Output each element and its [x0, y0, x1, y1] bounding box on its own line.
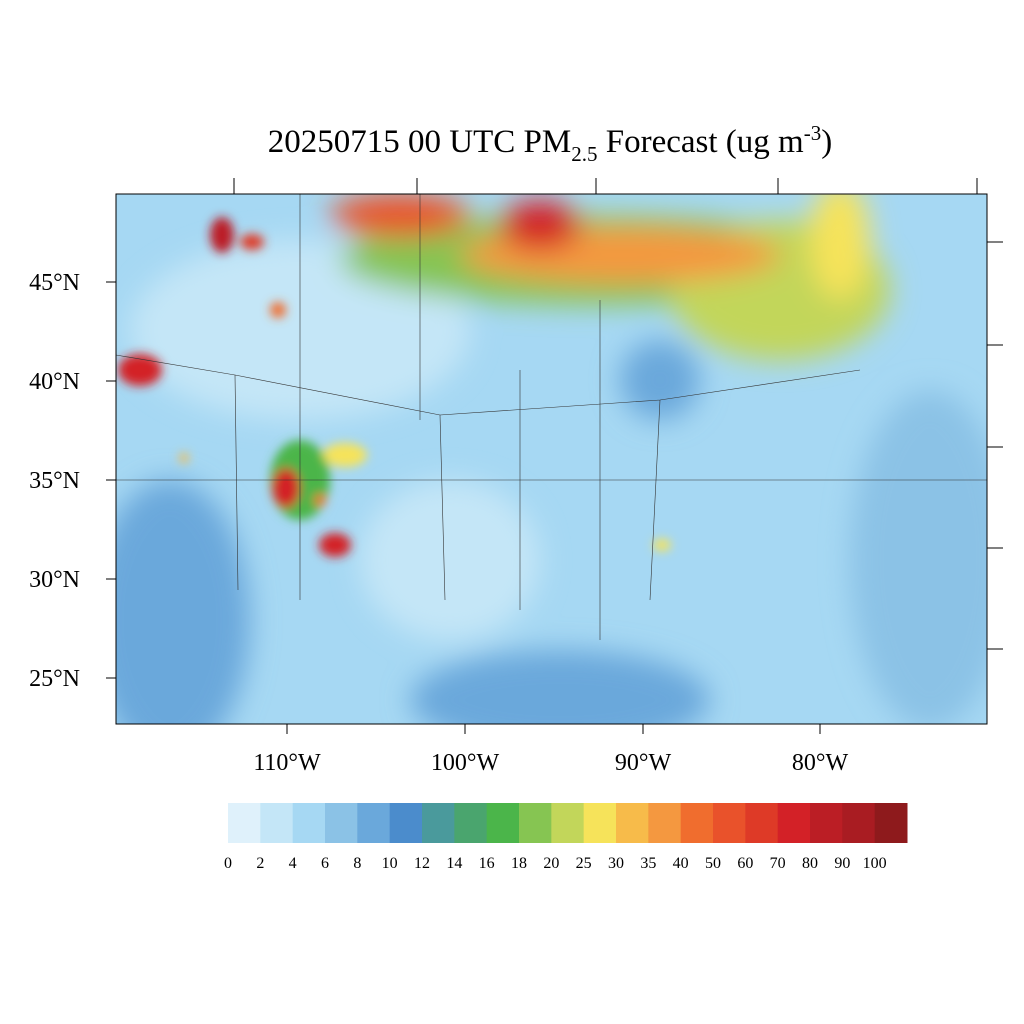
colorbar-box: [389, 803, 423, 843]
lon-label: 80°W: [792, 750, 849, 776]
colorbar-label: 14: [446, 855, 462, 872]
colorbar-label: 10: [382, 855, 398, 872]
title: 20250715 00 UTC PM2.5 Forecast (ug m-3): [268, 121, 832, 166]
title-text: 20250715 00 UTC PM: [268, 124, 571, 160]
colorbar-label: 50: [705, 855, 721, 872]
colorbar-box: [874, 803, 908, 843]
colorbar-box: [551, 803, 585, 843]
colorbar-box: [519, 803, 552, 843]
colorbar-box: [810, 803, 843, 843]
colorbar-label: 12: [414, 855, 430, 872]
colorbar: 0 2 4 6 8 10 12 14 16 18 20 25 30 35 40 50 60 70 80 90 100: [224, 803, 908, 872]
colorbar-box: [357, 803, 391, 843]
colorbar-box: [842, 803, 876, 843]
title-text: Forecast (ug m: [598, 124, 805, 160]
colorbar-box: [680, 803, 714, 843]
title-subscript: 2.5: [571, 142, 597, 166]
pm25-field: [116, 194, 987, 724]
colorbar-box: [713, 803, 746, 843]
lon-label: 110°W: [253, 750, 321, 776]
colorbar-label: 6: [321, 855, 329, 872]
lat-label: 25°N: [29, 666, 80, 692]
colorbar-label: 4: [289, 855, 297, 872]
colorbar-box: [325, 803, 358, 843]
map-ticks: [106, 178, 1003, 734]
colorbar-label: 40: [673, 855, 689, 872]
lat-label: 40°N: [29, 369, 80, 395]
title-text: ): [821, 124, 832, 160]
colorbar-box: [583, 803, 617, 843]
colorbar-label: 18: [511, 855, 527, 872]
lat-label: 35°N: [29, 468, 80, 494]
colorbar-label: 35: [640, 855, 656, 872]
lon-label: 90°W: [615, 750, 672, 776]
colorbar-label: 30: [608, 855, 624, 872]
colorbar-label: 70: [770, 855, 786, 872]
colorbar-label: 100: [863, 855, 887, 872]
axis-labels: 45°N 40°N 35°N 30°N 25°N 110°W 100°W 90°W 80°W: [29, 270, 848, 776]
colorbar-label: 25: [576, 855, 592, 872]
colorbar-box: [648, 803, 682, 843]
lon-label: 100°W: [431, 750, 500, 776]
colorbar-label: 2: [256, 855, 264, 872]
colorbar-box: [422, 803, 455, 843]
lat-label: 45°N: [29, 270, 80, 296]
colorbar-box: [454, 803, 488, 843]
colorbar-label: 20: [543, 855, 559, 872]
colorbar-label: 16: [479, 855, 495, 872]
map-frame: [115, 193, 988, 725]
lat-label: 30°N: [29, 567, 80, 593]
colorbar-box: [745, 803, 779, 843]
colorbar-label: 80: [802, 855, 818, 872]
colorbar-box: [292, 803, 326, 843]
colorbar-box: [777, 803, 811, 843]
colorbar-box: [616, 803, 649, 843]
colorbar-label: 60: [737, 855, 753, 872]
title-superscript: -3: [804, 121, 822, 145]
colorbar-box: [228, 803, 261, 843]
colorbar-box: [260, 803, 294, 843]
colorbar-label: 90: [834, 855, 850, 872]
colorbar-label: 8: [353, 855, 361, 872]
colorbar-box: [486, 803, 520, 843]
colorbar-label: 0: [224, 855, 232, 872]
